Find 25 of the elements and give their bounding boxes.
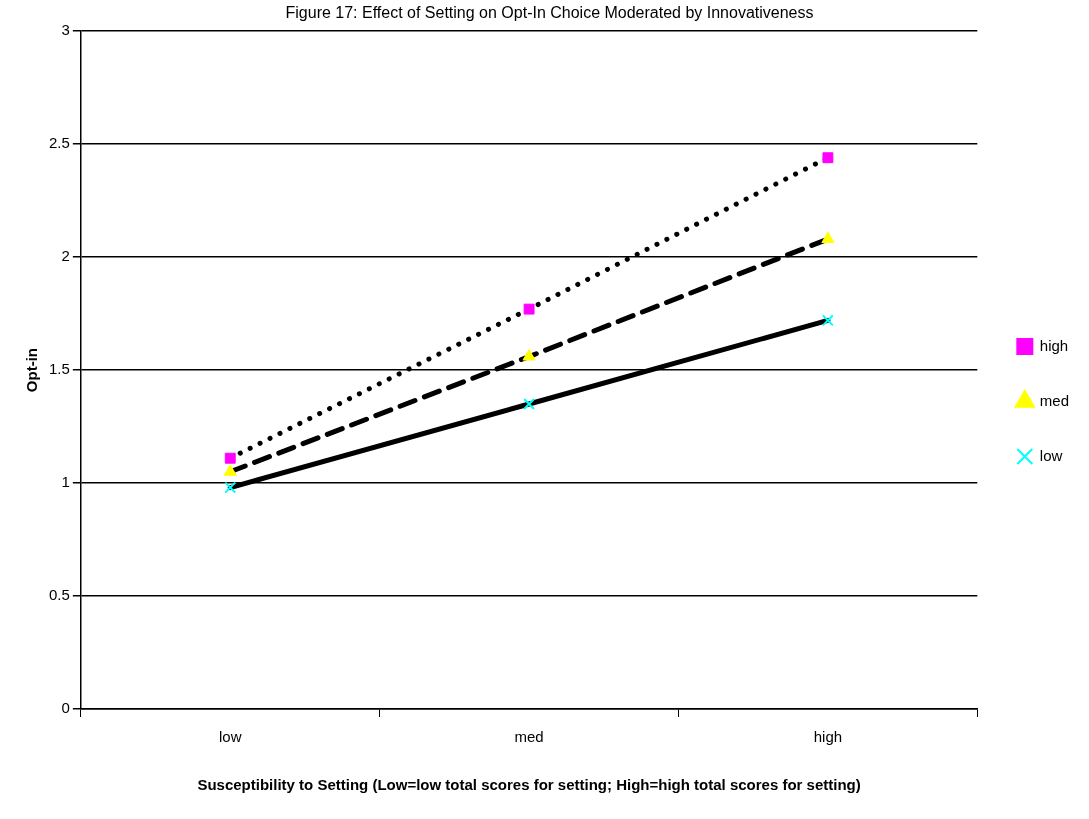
y-tick-label: 2.5 bbox=[48, 134, 70, 152]
point bbox=[821, 314, 834, 327]
y-tick-label: 2 bbox=[61, 247, 70, 265]
point bbox=[822, 152, 834, 164]
y-tick-label: 0 bbox=[61, 699, 70, 717]
point bbox=[522, 349, 536, 361]
point bbox=[523, 398, 536, 410]
y-tick-label: 3 bbox=[61, 21, 70, 39]
chart-title: Figure 17: Effect of Setting on Opt-In Choice Moderated by Innovativeness bbox=[285, 4, 814, 22]
point bbox=[223, 464, 237, 476]
point bbox=[821, 231, 835, 244]
x-tick-label: med bbox=[514, 728, 544, 746]
legend-label: med bbox=[1039, 391, 1070, 409]
x-axis-title: Susceptibility to Setting (Low=low total scores for setting; High=high total scores for setting) bbox=[197, 776, 861, 794]
x-tick-label: low bbox=[219, 728, 242, 746]
y-axis-title: Opt-in bbox=[23, 348, 41, 393]
y-tick-label: 1 bbox=[61, 473, 70, 491]
point bbox=[523, 303, 535, 315]
point bbox=[224, 452, 236, 464]
x-tick-label: high bbox=[813, 728, 843, 746]
point bbox=[224, 481, 237, 494]
y-tick-label: 0.5 bbox=[48, 586, 70, 604]
legend-label: low bbox=[1039, 446, 1063, 464]
legend-label: high bbox=[1039, 336, 1069, 354]
y-tick-label: 1.5 bbox=[48, 360, 70, 378]
